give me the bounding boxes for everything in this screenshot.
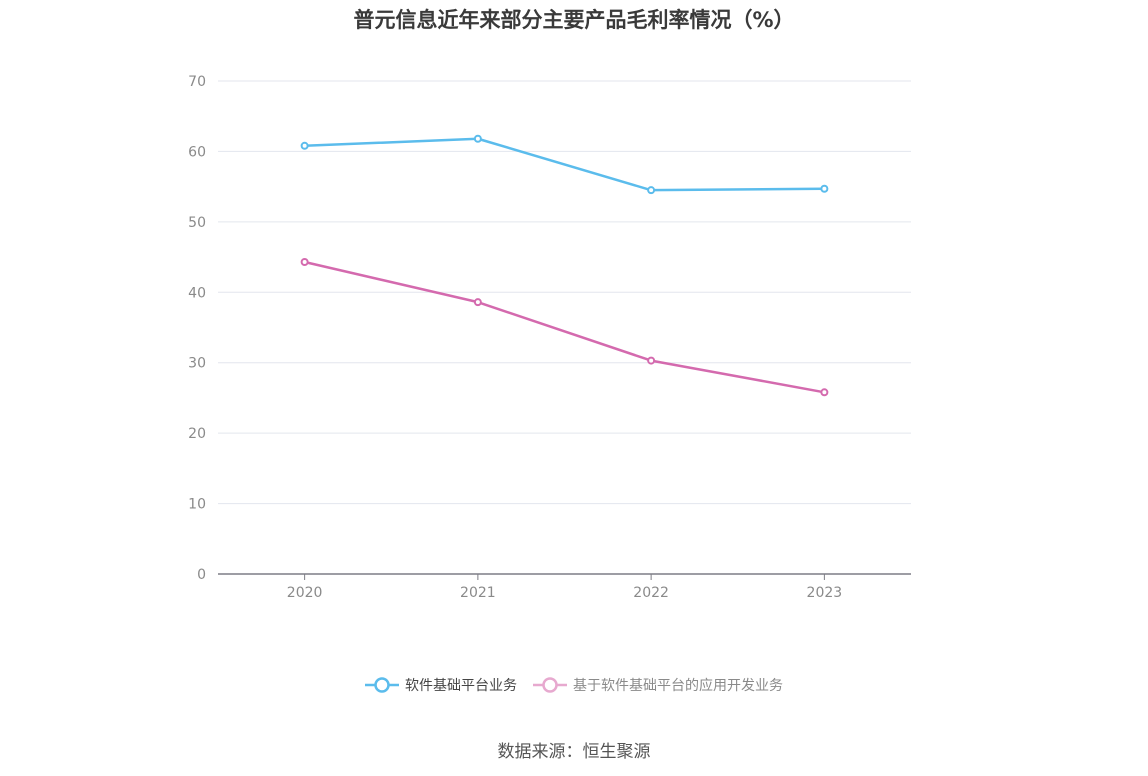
y-tick-label: 50	[188, 215, 206, 231]
source-note: 数据来源：恒生聚源	[497, 742, 651, 762]
data-point[interactable]	[300, 258, 309, 267]
data-point[interactable]	[647, 186, 656, 195]
legend: 软件基础平台业务 基于软件基础平台的应用开发业务	[365, 677, 783, 694]
legend-label: 基于软件基础平台的应用开发业务	[573, 677, 783, 694]
y-tick-label: 60	[188, 144, 206, 160]
y-tick-label: 70	[188, 74, 206, 90]
x-axis-ticks: 2020 2021 2022 2023	[287, 574, 842, 601]
x-tick-label: 2023	[807, 585, 843, 601]
y-tick-label: 40	[188, 285, 206, 301]
legend-marker-icon	[542, 677, 558, 693]
y-tick-label: 0	[197, 567, 206, 583]
y-tick-label: 20	[188, 426, 206, 442]
x-tick-label: 2021	[460, 585, 496, 601]
data-point[interactable]	[647, 356, 656, 365]
data-point[interactable]	[820, 388, 829, 397]
data-point[interactable]	[473, 298, 482, 307]
series-line-1	[304, 260, 825, 394]
legend-item-1[interactable]: 基于软件基础平台的应用开发业务	[533, 677, 783, 694]
legend-label: 软件基础平台业务	[405, 677, 517, 694]
legend-marker-icon	[374, 677, 390, 693]
data-point[interactable]	[473, 134, 482, 143]
y-tick-label: 30	[188, 356, 206, 372]
legend-item-0[interactable]: 软件基础平台业务	[365, 677, 517, 694]
series-line-0	[304, 137, 825, 192]
grid-lines	[218, 80, 911, 505]
y-axis-ticks: 0 10 20 30 40 50 60 70	[188, 74, 206, 583]
x-tick-label: 2022	[633, 585, 669, 601]
data-point[interactable]	[300, 141, 309, 150]
series-lines	[300, 134, 829, 397]
chart-title: 普元信息近年来部分主要产品毛利率情况（%）	[353, 8, 795, 32]
y-tick-label: 10	[188, 497, 206, 513]
data-point[interactable]	[820, 184, 829, 193]
x-tick-label: 2020	[287, 585, 323, 601]
